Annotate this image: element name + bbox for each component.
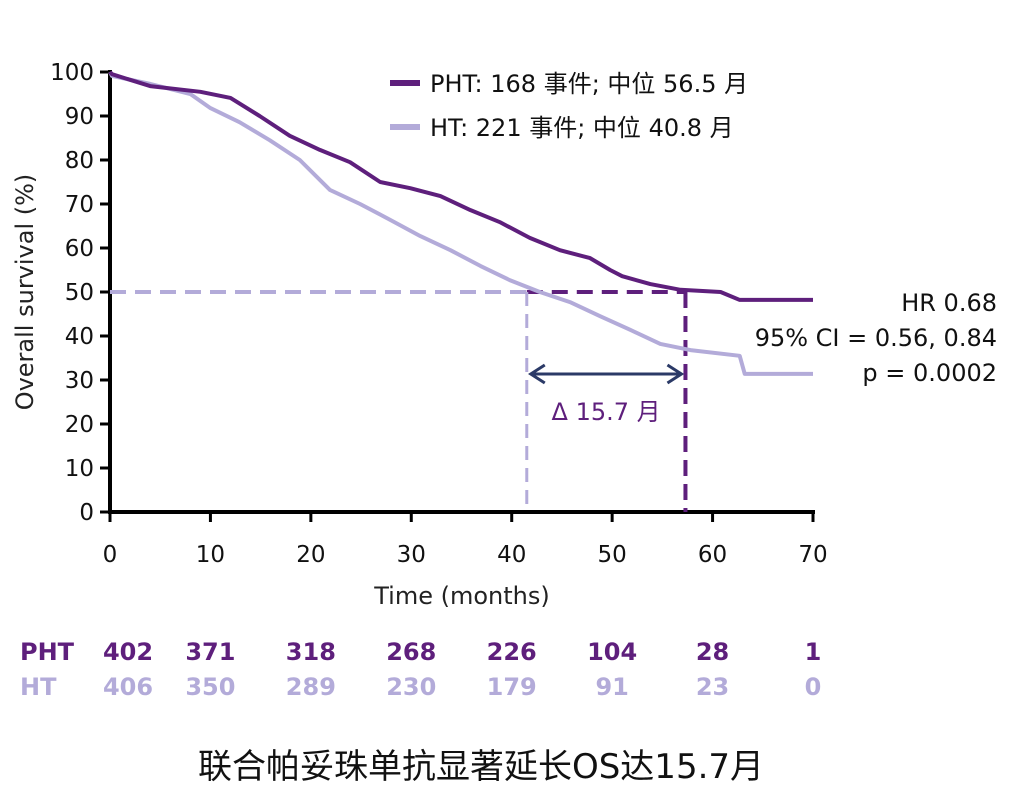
arrow-head-left [528, 363, 546, 385]
risk-row-label: HT [20, 673, 57, 701]
y-tick-label: 70 [65, 192, 94, 218]
x-tick-label: 40 [497, 542, 526, 568]
y-tick-label: 100 [50, 60, 94, 86]
y-tick-label: 60 [65, 236, 94, 262]
y-tick-label: 90 [65, 104, 94, 130]
legend-label-ht: HT: 221 事件; 中位 40.8 月 [430, 114, 734, 142]
risk-value: 91 [595, 673, 628, 701]
risk-value: 318 [286, 638, 336, 666]
y-tick-label: 40 [65, 324, 94, 350]
y-axis-label: Overall survival (%) [11, 174, 39, 411]
y-tick-label: 20 [65, 412, 94, 438]
x-tick-label: 30 [397, 542, 426, 568]
x-tick-label: 10 [196, 542, 225, 568]
arrow-head-right [666, 363, 685, 385]
delta-label: Δ 15.7 月 [552, 398, 661, 426]
x-tick-label: 0 [103, 542, 118, 568]
y-tick-label: 30 [65, 368, 94, 394]
caption: 联合帕妥珠单抗显著延长OS达15.7月 [198, 747, 764, 787]
risk-value: 226 [487, 638, 537, 666]
risk-value: 28 [696, 638, 729, 666]
y-tick-label: 50 [65, 280, 94, 306]
risk-value: 179 [487, 673, 537, 701]
risk-value: 371 [185, 638, 235, 666]
x-tick-label: 70 [798, 542, 827, 568]
risk-value: 0 [805, 673, 822, 701]
risk-value: 1 [805, 638, 822, 666]
risk-value: 104 [587, 638, 637, 666]
risk-value: 402 [103, 638, 153, 666]
risk-value: 268 [386, 638, 436, 666]
legend-label-pht: PHT: 168 事件; 中位 56.5 月 [430, 70, 748, 98]
risk-row-label: PHT [20, 638, 75, 666]
x-tick-label: 60 [698, 542, 727, 568]
risk-value: 289 [286, 673, 336, 701]
risk-value: 230 [386, 673, 436, 701]
survival-curve-pht [108, 70, 813, 302]
y-tick-label: 0 [79, 500, 94, 526]
stats-line: p = 0.0002 [862, 359, 997, 387]
x-tick-label: 20 [296, 542, 325, 568]
stats-line: 95% CI = 0.56, 0.84 [755, 324, 997, 352]
risk-value: 350 [185, 673, 235, 701]
risk-value: 406 [103, 673, 153, 701]
survival-curve-ht [108, 71, 813, 376]
y-tick-label: 80 [65, 148, 94, 174]
y-tick-label: 10 [65, 456, 94, 482]
risk-value: 23 [696, 673, 729, 701]
x-axis-label: Time (months) [373, 582, 550, 610]
x-tick-label: 50 [598, 542, 627, 568]
stats-line: HR 0.68 [901, 289, 997, 317]
